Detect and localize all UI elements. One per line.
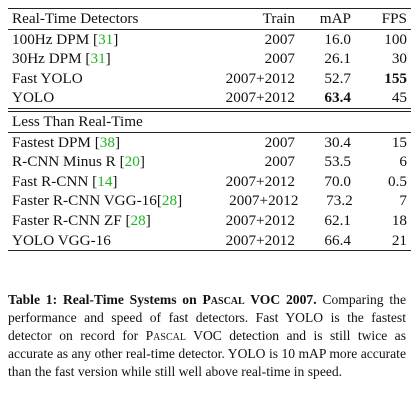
train-cell: 2007 [264, 30, 295, 48]
method-label: Faster R-CNN ZF [ [12, 211, 131, 229]
train-cell: 2007 [264, 153, 295, 171]
header-name: Real-Time Detectors [12, 10, 139, 27]
caption-body-sc: Pascal [145, 328, 186, 343]
citation-link[interactable]: 28 [161, 192, 178, 210]
map-cell: 16.0 [324, 30, 351, 48]
train-cell: 2007+2012 [225, 211, 295, 229]
citation-close: ] [105, 50, 111, 68]
fps-cell: 0.5 [388, 172, 407, 190]
citation-link[interactable]: 20 [124, 153, 140, 171]
table-row: Faster R-CNN ZF [28] 2007+2012 62.1 18 [8, 211, 411, 231]
train-cell: 2007 [264, 50, 295, 68]
method-name: Fast R-CNN [14] [8, 172, 175, 192]
header-fps: FPS [381, 10, 407, 27]
map-cell: 62.1 [324, 211, 351, 229]
citation-close: ] [145, 211, 151, 229]
caption-title-b: VOC 2007. [244, 292, 317, 307]
method-label: Fast YOLO [12, 69, 83, 87]
section2-header-row: Less Than Real-Time [8, 112, 411, 132]
method-label: Faster R-CNN VGG-16[ [12, 192, 162, 210]
citation-close: ] [177, 192, 183, 210]
method-name: YOLO [8, 88, 175, 108]
results-table: Real-Time Detectors Train mAP FPS 100Hz … [8, 8, 411, 252]
fps-cell: 45 [391, 89, 407, 107]
citation-close: ] [112, 172, 118, 190]
table-row: YOLO 2007+2012 63.4 45 [8, 88, 411, 108]
method-name: 100Hz DPM [31] [8, 30, 175, 50]
caption-title: Real-Time Systems on Pascal VOC 2007. [63, 292, 317, 307]
train-cell: 2007+2012 [225, 89, 295, 107]
section2-rule [8, 131, 411, 133]
map-cell: 73.2 [326, 192, 353, 210]
table-row: 100Hz DPM [31] 2007 16.0 100 [8, 30, 411, 50]
fps-cell: 6 [399, 153, 407, 171]
train-cell: 2007+2012 [225, 231, 295, 249]
train-cell: 2007+2012 [229, 192, 299, 210]
map-cell: 52.7 [324, 69, 351, 87]
method-name: 30Hz DPM [31] [8, 49, 175, 69]
table-row: Faster R-CNN VGG-16[28] 2007+2012 73.2 7 [8, 191, 411, 211]
method-label: Fast R-CNN [ [12, 172, 98, 190]
caption-title-sc: Pascal [202, 292, 245, 307]
method-name: YOLO VGG-16 [8, 231, 175, 251]
method-label: YOLO VGG-16 [12, 231, 111, 249]
map-cell: 30.4 [324, 133, 351, 151]
method-label: Fastest DPM [ [12, 133, 100, 151]
method-label: YOLO [12, 89, 55, 107]
map-cell: 63.4 [324, 89, 351, 107]
fps-cell: 100 [384, 30, 407, 48]
map-cell: 70.0 [324, 172, 351, 190]
bottom-rule [8, 250, 411, 252]
method-label: 100Hz DPM [ [12, 30, 99, 48]
method-name: Fastest DPM [38] [8, 133, 175, 153]
fps-cell: 18 [391, 211, 407, 229]
table-caption: Table 1: Real-Time Systems on Pascal VOC… [8, 291, 406, 381]
citation-link[interactable]: 31 [90, 50, 106, 68]
header-row: Real-Time Detectors Train mAP FPS [8, 9, 411, 29]
fps-cell: 7 [399, 192, 407, 210]
map-cell: 26.1 [324, 50, 351, 68]
citation-link[interactable]: 28 [130, 211, 146, 229]
header-rule [8, 28, 411, 30]
caption-body-b: VOC detection and is still twice as accu… [8, 328, 407, 379]
caption-title-a: Real-Time Systems on [62, 292, 203, 307]
section-double-rule [8, 107, 411, 112]
citation-close: ] [114, 133, 121, 151]
citation-link[interactable]: 31 [98, 30, 114, 48]
method-name: Fast YOLO [8, 69, 175, 89]
map-cell: 66.4 [324, 231, 351, 249]
citation-link[interactable]: 14 [97, 172, 113, 190]
fps-cell: 15 [391, 133, 407, 151]
slow-rows: Fastest DPM [38] 2007 30.4 15 R-CNN Minus R … [8, 133, 411, 251]
table-row: Fast YOLO 2007+2012 52.7 155 [8, 69, 411, 89]
train-cell: 2007+2012 [225, 69, 295, 87]
caption-label: Table 1: [8, 292, 58, 307]
table-row: R-CNN Minus R [20] 2007 53.5 6 [8, 152, 411, 172]
table-row: YOLO VGG-16 2007+2012 66.4 21 [8, 231, 411, 251]
table-row: Fast R-CNN [14] 2007+2012 70.0 0.5 [8, 172, 411, 192]
header-train: Train [262, 10, 295, 27]
fps-cell: 155 [384, 69, 407, 87]
citation-link[interactable]: 38 [99, 133, 115, 151]
method-label: R-CNN Minus R [ [12, 153, 125, 171]
train-cell: 2007+2012 [225, 172, 295, 190]
header-map: mAP [319, 10, 351, 27]
method-name: R-CNN Minus R [20] [8, 152, 175, 172]
table-row: Fastest DPM [38] 2007 30.4 15 [8, 133, 411, 153]
method-name: Faster R-CNN VGG-16[28] [8, 191, 182, 211]
caption-body-a: Comparing the performance and speed of f… [8, 292, 406, 343]
fps-cell: 30 [391, 50, 407, 68]
realtime-rows: 100Hz DPM [31] 2007 16.0 100 30Hz DPM [31] 20… [8, 30, 411, 108]
citation-close: ] [139, 153, 145, 171]
section2-title: Less Than Real-Time [12, 112, 143, 130]
map-cell: 53.5 [324, 153, 351, 171]
top-rule [8, 8, 411, 9]
train-cell: 2007 [264, 133, 295, 151]
table-row: 30Hz DPM [31] 2007 26.1 30 [8, 49, 411, 69]
fps-cell: 21 [391, 231, 407, 249]
citation-close: ] [113, 30, 119, 48]
method-label: 30Hz DPM [ [12, 50, 91, 68]
method-name: Faster R-CNN ZF [28] [8, 211, 175, 231]
